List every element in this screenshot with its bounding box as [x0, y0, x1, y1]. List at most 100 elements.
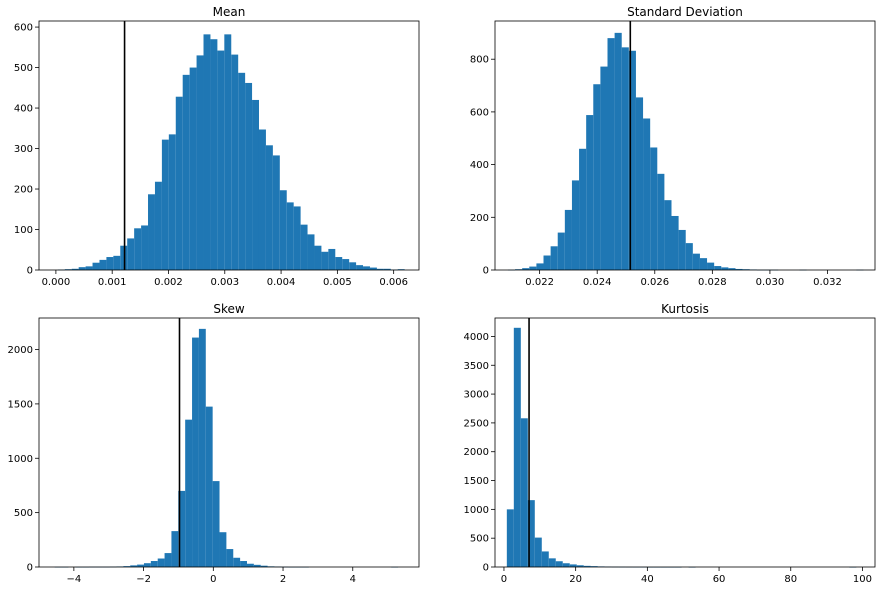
histogram-bar [721, 267, 729, 270]
histogram-bar [171, 531, 179, 567]
y-tick-label: 500 [14, 63, 33, 74]
histogram-bar [279, 190, 287, 270]
histogram-bar [557, 232, 565, 270]
histogram-bar [593, 84, 601, 271]
histogram-bar [219, 532, 227, 567]
histogram-bar [192, 337, 199, 567]
histogram-bar [728, 268, 736, 270]
histogram-bar [78, 267, 86, 270]
histogram-bar [71, 268, 79, 270]
histogram-bar [293, 206, 301, 270]
histogram-bar [286, 202, 294, 270]
histogram-bar [314, 245, 322, 270]
histogram-bar [506, 509, 514, 567]
histogram-bar [699, 258, 708, 270]
x-tick-label: 0.005 [323, 277, 352, 288]
histogram-bar [148, 194, 155, 270]
histogram-bar [534, 537, 542, 567]
y-tick-label: 3000 [464, 390, 489, 401]
histogram-bar [550, 246, 558, 270]
x-tick-label: 0.032 [813, 277, 842, 288]
y-tick-label: 2000 [8, 345, 33, 356]
x-tick-label: 0.003 [210, 277, 239, 288]
histogram-bar [520, 418, 528, 567]
y-tick-label: 400 [470, 160, 489, 171]
x-tick-label: 100 [853, 574, 872, 585]
histogram-bar [321, 251, 329, 270]
histogram-bar [576, 565, 584, 567]
histogram-bar [272, 155, 280, 270]
histogram-bar [120, 245, 128, 270]
histogram-bar [226, 549, 234, 567]
plot-area [495, 21, 875, 270]
histogram-bar [168, 134, 176, 270]
histogram-bar [643, 118, 651, 271]
histogram-bar [692, 253, 700, 270]
histogram-bar [621, 47, 629, 270]
x-tick-label: 0.024 [583, 277, 612, 288]
x-tick-label: 0.026 [640, 277, 669, 288]
histogram-bar [527, 500, 535, 567]
histogram-bar [224, 34, 232, 270]
y-tick-label: 800 [470, 55, 489, 66]
histogram-bar [164, 553, 172, 567]
bars [54, 328, 399, 568]
histogram-bar [635, 97, 644, 270]
x-tick-label: 0.028 [698, 277, 727, 288]
x-tick-label: 0.004 [267, 277, 296, 288]
histogram-bar [134, 228, 142, 270]
histogram-bar [253, 564, 261, 567]
panel-kurtosis: 0 20 40 60 80 1000500100015002000250030003500… [464, 302, 876, 585]
histogram-bar [203, 34, 211, 270]
histogram-bar [363, 266, 370, 270]
x-tick-label: 4 [350, 574, 356, 585]
histogram-bar [342, 259, 350, 270]
y-tick-label: 0 [483, 266, 489, 277]
y-tick-label: 1000 [8, 454, 33, 465]
y-tick-label: 3500 [464, 361, 489, 372]
histogram-bar [217, 50, 225, 271]
y-tick-label: 4000 [464, 332, 489, 343]
histogram-bar [600, 66, 608, 270]
histogram-bar [541, 551, 549, 567]
histogram-bar [571, 180, 580, 270]
histogram-bar [92, 262, 100, 270]
x-tick-label: 0 [210, 574, 216, 585]
y-tick-label: 0 [27, 563, 33, 574]
histogram-bar [106, 257, 114, 270]
histogram-bar [154, 181, 162, 270]
x-tick-label: 40 [641, 574, 654, 585]
x-tick-label: 0.022 [525, 277, 554, 288]
histogram-bar [590, 566, 598, 567]
histogram-bar [233, 557, 241, 567]
histogram-bar [150, 561, 158, 567]
histogram-bar [113, 255, 121, 270]
y-tick-label: 2000 [464, 447, 489, 458]
histogram-bar [265, 145, 273, 270]
histogram-bar [356, 265, 364, 270]
histogram-bar [555, 561, 563, 567]
y-tick-label: 1500 [464, 476, 489, 487]
histogram-bar [189, 67, 197, 270]
histogram-bar [513, 327, 521, 567]
histogram-bar [64, 269, 72, 270]
y-tick-label: 2500 [464, 418, 489, 429]
histogram-bar [657, 173, 665, 270]
histogram-bar [735, 268, 743, 270]
y-tick-label: 200 [470, 213, 489, 224]
axes-frame [38, 317, 420, 568]
x-tick-label: 60 [713, 574, 726, 585]
bars [57, 34, 405, 271]
histogram-bar [628, 50, 636, 270]
histogram-bar [245, 82, 253, 270]
histogram-bar [607, 38, 615, 270]
y-tick-label: 100 [14, 225, 33, 236]
axes-frame [494, 20, 876, 271]
histogram-bar [157, 558, 165, 567]
histogram-bar [252, 99, 259, 270]
panel-title: Kurtosis [661, 302, 709, 316]
histogram-bar [143, 563, 151, 567]
y-tick-label: 1500 [8, 399, 33, 410]
histogram-bar [205, 406, 213, 567]
